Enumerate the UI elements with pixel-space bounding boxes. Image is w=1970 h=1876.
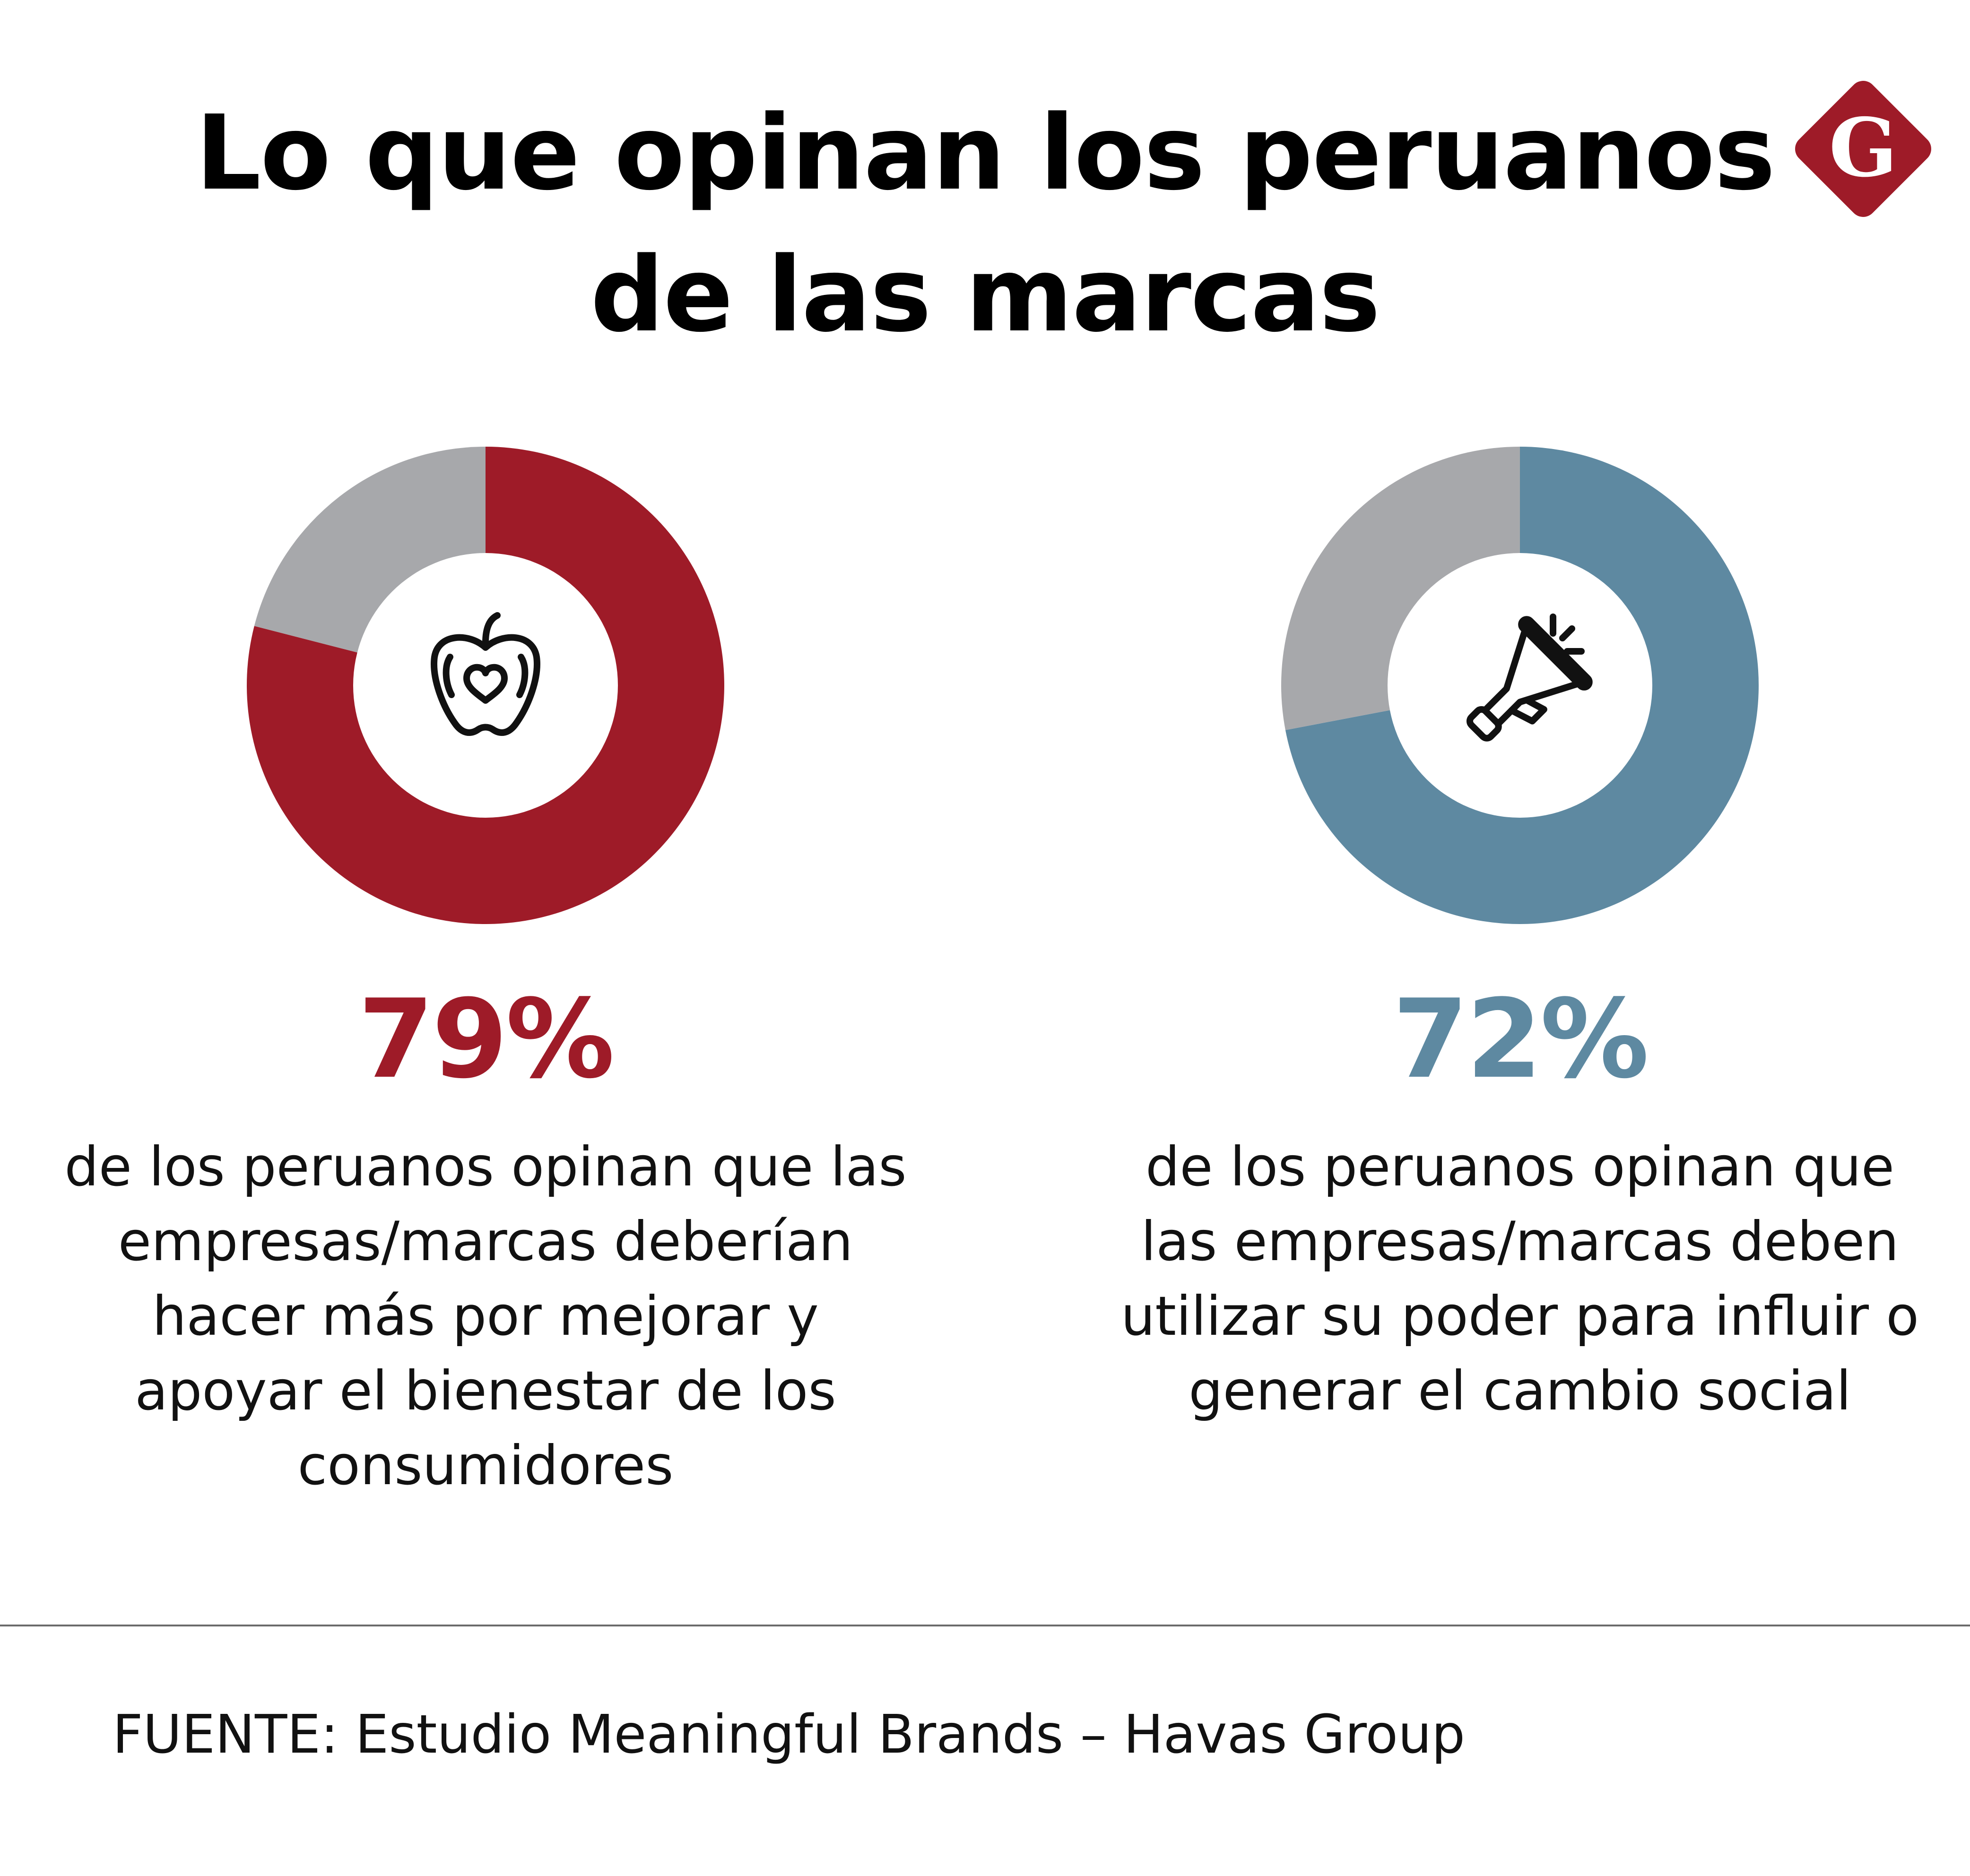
donut-chart-social-change: [1281, 447, 1759, 924]
description-line: consumidores: [297, 1434, 674, 1497]
description-line: generar el cambio social: [1189, 1359, 1851, 1422]
description-line: las empresas/marcas deben: [1141, 1210, 1899, 1273]
description-line: de los peruanos opinan que: [1145, 1135, 1895, 1198]
apple-heart-icon: [431, 612, 540, 736]
percentage-social-change: 72%: [1392, 977, 1649, 1103]
title-line-1: Lo que opinan los peruanos: [195, 94, 1775, 213]
donut-chart-wellbeing: [247, 447, 724, 924]
description-line: utilizar su poder para influir o: [1120, 1285, 1919, 1348]
description-wellbeing: de los peruanos opinan que las empresas/…: [55, 1130, 916, 1503]
divider: [0, 1625, 1970, 1626]
logo-letter: G: [1829, 101, 1897, 195]
title-line-2: de las marcas: [590, 235, 1380, 355]
description-line: hacer más por mejorar y: [152, 1285, 819, 1348]
description-social-change: de los peruanos opinan que las empresas/…: [1090, 1130, 1950, 1428]
description-line: apoyar el bienestar de los: [135, 1359, 836, 1422]
percentage-wellbeing: 79%: [358, 977, 615, 1103]
description-line: de los peruanos opinan que las: [64, 1135, 907, 1198]
megaphone-icon: [1466, 614, 1593, 742]
description-line: empresas/marcas deberían: [118, 1210, 853, 1273]
logo-diamond: [1795, 81, 1931, 217]
donut-hole: [353, 553, 618, 818]
g-diamond-logo-icon: G: [1795, 81, 1931, 217]
page-title: Lo que opinan los peruanos de las marcas: [0, 83, 1970, 366]
donut-hole: [1388, 553, 1652, 818]
source-note: FUENTE: Estudio Meaningful Brands – Hava…: [113, 1704, 1466, 1765]
